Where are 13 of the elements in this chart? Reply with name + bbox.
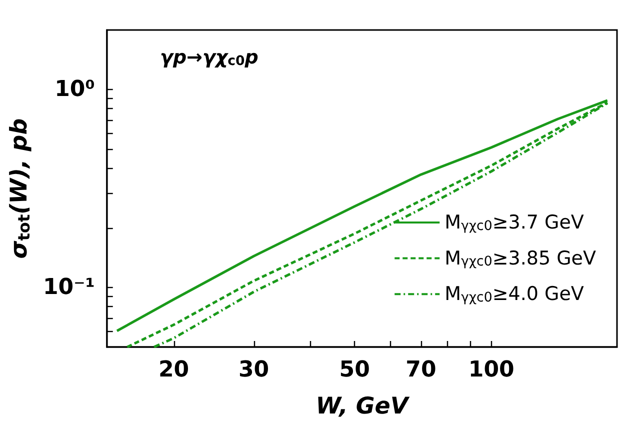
y-tick-label: 10⁰: [54, 77, 95, 102]
x-tick-label: 100: [468, 358, 514, 382]
annotation: γp→γχc0p: [160, 46, 258, 69]
x-tick-label: 20: [158, 358, 190, 382]
y-tick-label: 10⁻¹: [42, 274, 95, 300]
legend-label: Mγχc0≥3.7 GeV: [444, 212, 584, 234]
legend-label: Mγχc0≥4.0 GeV: [444, 283, 584, 306]
x-tick-label: 30: [238, 358, 270, 382]
legend-label: Mγχc0≥3.85 GeV: [444, 247, 596, 270]
x-tick-label: 50: [339, 358, 370, 382]
y-axis-title: σtot(W), pb: [6, 118, 34, 259]
x-axis-title: W, GeV: [316, 394, 410, 420]
x-tick-label: 70: [406, 358, 436, 382]
